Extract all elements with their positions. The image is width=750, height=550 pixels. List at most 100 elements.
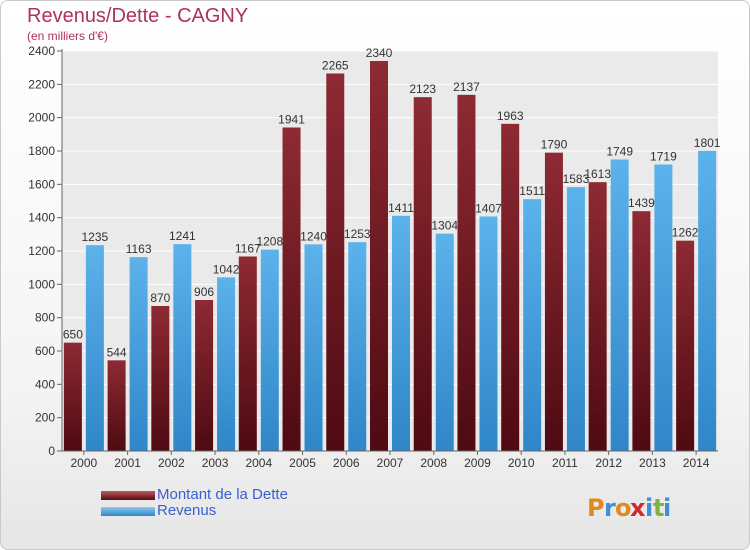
data-label-dette: 1262 (672, 226, 699, 240)
bar-dette (326, 73, 345, 451)
bar-dette (413, 97, 432, 452)
bar-dette (238, 256, 257, 451)
data-label-revenus: 1411 (388, 201, 414, 215)
data-label-revenus: 1253 (344, 227, 371, 241)
y-tick-label: 0 (48, 444, 55, 458)
data-label-dette: 650 (63, 328, 83, 342)
x-tick-label: 2014 (683, 456, 710, 470)
chart-subtitle: (en milliers d'€) (27, 29, 108, 43)
data-label-revenus: 1719 (650, 150, 677, 164)
data-label-dette: 1963 (497, 109, 524, 123)
bar-revenus (610, 159, 629, 451)
x-tick-label: 2001 (114, 456, 141, 470)
bar-dette (370, 61, 388, 451)
data-label-dette: 2137 (453, 80, 480, 94)
y-tick-label: 1800 (28, 144, 55, 158)
legend-swatch-dette (101, 491, 155, 500)
x-tick-label: 2002 (158, 456, 185, 470)
data-label-dette: 906 (194, 285, 214, 299)
x-tick-label: 2005 (289, 456, 316, 470)
y-tick-label: 1200 (28, 244, 55, 258)
logo-letter: i (645, 494, 653, 522)
data-label-revenus: 1304 (431, 219, 458, 233)
bar-dette (457, 94, 476, 451)
data-label-dette: 1613 (584, 167, 611, 181)
logo-letter: x (630, 494, 646, 522)
y-tick-label: 2200 (28, 77, 55, 91)
logo-letter: o (615, 494, 632, 522)
data-label-dette: 1439 (628, 196, 655, 210)
bar-revenus (523, 199, 542, 451)
data-label-dette: 2265 (322, 59, 349, 73)
bar-dette (676, 240, 695, 451)
logo-letter: t (653, 494, 664, 522)
bar-revenus (304, 244, 323, 451)
data-label-revenus: 1241 (169, 229, 196, 243)
data-label-revenus: 1583 (563, 172, 590, 186)
x-tick-label: 2000 (71, 456, 98, 470)
bar-revenus (348, 242, 367, 451)
bar-dette (107, 360, 126, 451)
x-tick-label: 2013 (639, 456, 666, 470)
bar-dette (632, 211, 651, 451)
logo-letter: r (604, 494, 616, 522)
x-tick-label: 2011 (552, 456, 578, 470)
data-label-revenus: 1235 (82, 230, 109, 244)
bar-revenus (435, 233, 454, 451)
bar-dette (195, 300, 214, 451)
bar-revenus (654, 164, 673, 451)
bar-revenus (479, 216, 498, 451)
legend-swatch-revenus (101, 507, 155, 516)
y-tick-label: 2400 (28, 44, 55, 58)
data-label-dette: 1790 (541, 138, 568, 152)
x-tick-label: 2004 (245, 456, 272, 470)
legend-label-dette: Montant de la Dette (157, 486, 288, 503)
data-label-revenus: 1801 (694, 136, 721, 150)
bar-revenus (173, 244, 192, 451)
x-tick-label: 2010 (508, 456, 535, 470)
data-label-revenus: 1163 (126, 242, 152, 256)
data-label-revenus: 1042 (213, 262, 240, 276)
y-tick-label: 800 (35, 311, 55, 325)
data-label-dette: 2340 (366, 46, 393, 60)
bar-revenus (566, 187, 585, 451)
y-tick-label: 1600 (28, 177, 55, 191)
data-label-revenus: 1240 (300, 229, 327, 243)
data-label-revenus: 1511 (519, 184, 545, 198)
data-label-dette: 2123 (409, 82, 436, 96)
bar-dette (588, 182, 607, 451)
y-tick-label: 1000 (28, 277, 55, 291)
bar-dette (544, 152, 563, 451)
legend-label-revenus: Revenus (157, 502, 217, 519)
bar-revenus (129, 257, 148, 451)
y-tick-label: 200 (35, 411, 55, 425)
x-tick-label: 2012 (595, 456, 622, 470)
bar-dette (501, 123, 520, 451)
bar-revenus (698, 150, 717, 452)
y-tick-label: 400 (35, 377, 55, 391)
y-tick-label: 600 (35, 344, 55, 358)
x-tick-label: 2009 (464, 456, 491, 470)
data-label-dette: 870 (150, 291, 170, 305)
data-label-dette: 1941 (278, 113, 305, 127)
bar-dette (282, 127, 301, 451)
bar-revenus (217, 277, 236, 451)
x-tick-label: 2008 (420, 456, 447, 470)
data-label-revenus: 1407 (475, 202, 502, 216)
data-label-dette: 1167 (235, 242, 261, 256)
x-tick-label: 2007 (377, 456, 404, 470)
y-tick-label: 2000 (28, 111, 55, 125)
bar-revenus (85, 245, 104, 451)
bar-revenus (392, 215, 410, 451)
logo-letter: i (663, 494, 671, 522)
bar-revenus (260, 249, 279, 451)
data-label-dette: 544 (107, 345, 127, 359)
bar-dette (63, 342, 82, 451)
data-label-revenus: 1749 (606, 145, 633, 159)
logo-letter: P (587, 494, 605, 522)
data-label-revenus: 1208 (256, 235, 283, 249)
chart-title: Revenus/Dette - CAGNY (27, 5, 249, 27)
